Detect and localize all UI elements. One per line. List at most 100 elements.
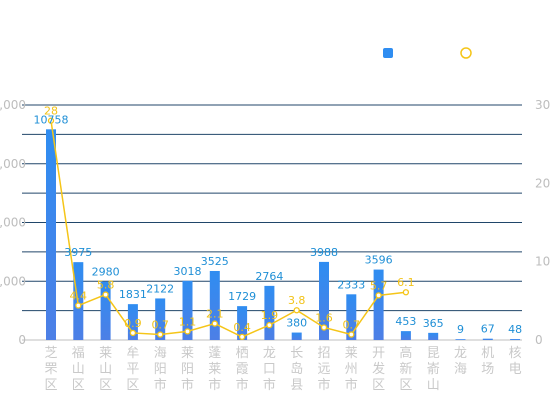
line-point: [320, 324, 328, 331]
line-value-label: 4.4: [70, 290, 88, 303]
line-point: [211, 320, 218, 327]
legend-bar-swatch: [383, 48, 393, 58]
x-tick-label: 莱山区: [99, 346, 112, 393]
legend: [383, 47, 472, 59]
bar: [346, 294, 357, 340]
legend-line-swatch: [460, 47, 472, 59]
bar-value-label: 2122: [146, 282, 174, 295]
x-tick-label: 福山区: [72, 346, 85, 393]
line-point: [402, 289, 410, 296]
bar-value-label: 2333: [337, 278, 365, 291]
bar-value-label: 3525: [201, 255, 229, 268]
bar: [100, 281, 111, 340]
bar: [155, 298, 166, 340]
line-point: [266, 321, 273, 329]
x-tick-label: 芝罘区: [44, 345, 57, 393]
bar-value-label: 3975: [64, 246, 92, 259]
y-left-tick-label: 0: [18, 333, 26, 347]
line-value-label: 5.7: [370, 279, 388, 292]
line-data-labels: 28 4.4 5.8 0.9 0.7 1.1 2.1 0.4 1.9 3.8 1.6 0.7 5.7 6.…: [44, 105, 415, 334]
line-point: [238, 333, 246, 341]
line-point: [157, 331, 164, 338]
y-axis-left: 0 3,000 6,000 9,000 12,000: [0, 98, 26, 347]
bar-value-label: 453: [395, 315, 416, 328]
bar: [400, 331, 411, 340]
line-point: [348, 331, 355, 338]
x-tick-label: 莱阳市: [181, 346, 194, 393]
x-tick-label: 牟平区: [126, 346, 139, 393]
y-right-tick-label: 10: [535, 255, 550, 269]
y-left-tick-label: 12,000: [0, 98, 26, 112]
bar-value-label: 365: [423, 317, 444, 330]
line-point: [47, 117, 55, 124]
x-tick-label: 龙口市: [263, 346, 276, 393]
x-tick-label: 高新区: [399, 345, 412, 393]
bar-value-label: 10758: [34, 113, 69, 126]
line-point: [375, 292, 382, 299]
bar-value-label: 9: [457, 323, 464, 336]
line-value-label: 0.4: [233, 321, 251, 334]
x-tick-label: 海阳市: [154, 346, 167, 393]
line-value-label: 3.8: [288, 294, 306, 307]
line-value-label: 0.7: [343, 319, 361, 332]
x-tick-label: 招远市: [317, 346, 330, 393]
x-axis-labels: 芝罘区 福山区 莱山区 牟平区 海阳市 莱阳市 蓬莱市 栖霞市 龙口市 长岛县 招远市 莱州市 开发区 高…: [44, 345, 521, 393]
bar: [264, 285, 275, 340]
line-point: [293, 307, 300, 314]
x-tick-label: 长岛县: [290, 346, 303, 393]
bar-value-label: 380: [286, 317, 307, 330]
x-tick-label: 莱州市: [345, 346, 358, 393]
y-left-tick-label: 3,000: [0, 274, 26, 288]
bar: [482, 338, 493, 340]
line-value-label: 5.8: [97, 279, 115, 292]
line-point: [75, 302, 82, 309]
line-point: [102, 291, 109, 298]
bar: [209, 270, 220, 340]
bar: [127, 304, 138, 340]
line-point: [184, 328, 191, 335]
bar-value-label: 3596: [365, 254, 393, 267]
bar: [319, 261, 329, 340]
bar-value-label: 1831: [119, 288, 147, 301]
x-tick-label: 蓬莱市: [208, 346, 221, 393]
line-value-label: 2.1: [206, 308, 224, 321]
line-value-label: 0.9: [124, 317, 142, 330]
bar: [46, 129, 56, 340]
line-series: [47, 117, 410, 341]
y-right-tick-label: 0: [535, 333, 543, 347]
x-tick-label: 昆嵛山: [427, 346, 440, 393]
bar-value-label: 3988: [310, 246, 338, 259]
bar: [510, 339, 521, 340]
bar-value-label: 3018: [174, 265, 202, 278]
bar: [182, 280, 193, 340]
x-tick-label: 开发区: [372, 346, 385, 393]
bar-value-label: 67: [481, 323, 495, 336]
x-tick-label: 龙海: [454, 346, 467, 377]
bar: [428, 332, 439, 340]
line-value-label: 1.9: [261, 309, 279, 322]
x-tick-label: 栖霞市: [236, 346, 249, 393]
bar-value-label: 2980: [92, 266, 120, 279]
bar: [237, 306, 248, 340]
line-value-label: 6.1: [397, 276, 415, 289]
line-value-label: 28: [44, 105, 58, 118]
line-value-label: 1.6: [315, 311, 333, 324]
line-point: [129, 329, 137, 337]
bar: [373, 269, 384, 340]
bar-series: [46, 129, 521, 340]
line-value-label: 0.7: [151, 319, 169, 332]
y-right-tick-label: 20: [535, 176, 550, 190]
bar-value-label: 48: [508, 323, 522, 336]
x-tick-label: 核电: [509, 346, 522, 377]
bar-value-label: 1729: [228, 290, 256, 303]
y-left-tick-label: 6,000: [0, 216, 26, 230]
y-right-tick-label: 30: [535, 98, 550, 112]
y-axis-right: 0 10 20 30: [535, 98, 550, 347]
bar-value-label: 2764: [255, 270, 283, 283]
line-value-label: 1.1: [179, 315, 197, 328]
y-left-tick-label: 9,000: [0, 157, 26, 171]
bar: [455, 339, 466, 340]
x-tick-label: 机场: [481, 346, 494, 377]
